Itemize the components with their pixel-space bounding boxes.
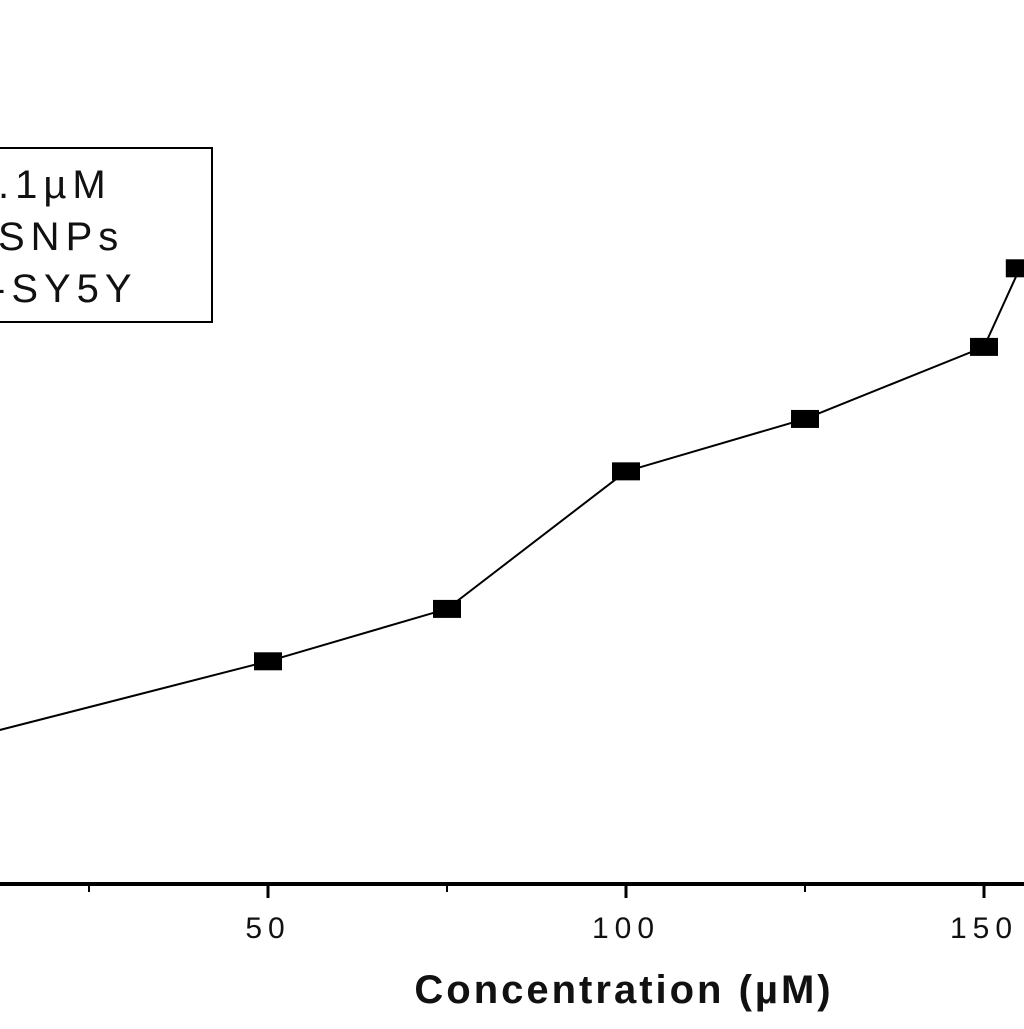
legend-line-1: .1µM xyxy=(0,163,112,207)
plot-area xyxy=(0,259,1024,731)
series-line xyxy=(0,267,1021,731)
data-point-marker xyxy=(254,652,282,671)
x-axis-title: Concentration (µM) xyxy=(414,968,833,1012)
x-tick-label: 50 xyxy=(245,912,290,945)
data-point-marker xyxy=(970,337,998,356)
data-point-marker xyxy=(791,409,819,428)
legend-box xyxy=(0,147,213,323)
legend-line-2: SNPs xyxy=(0,215,124,259)
data-point-marker xyxy=(1005,259,1024,278)
data-point-marker xyxy=(612,462,640,481)
legend-line-3: -SY5Y xyxy=(0,267,138,311)
x-axis: 50 100 150 xyxy=(0,882,1024,945)
x-tick-label: 150 xyxy=(950,912,1018,945)
data-point-marker xyxy=(433,599,461,618)
legend: .1µM SNPs -SY5Y xyxy=(0,147,213,323)
x-tick-label: 100 xyxy=(592,912,660,945)
